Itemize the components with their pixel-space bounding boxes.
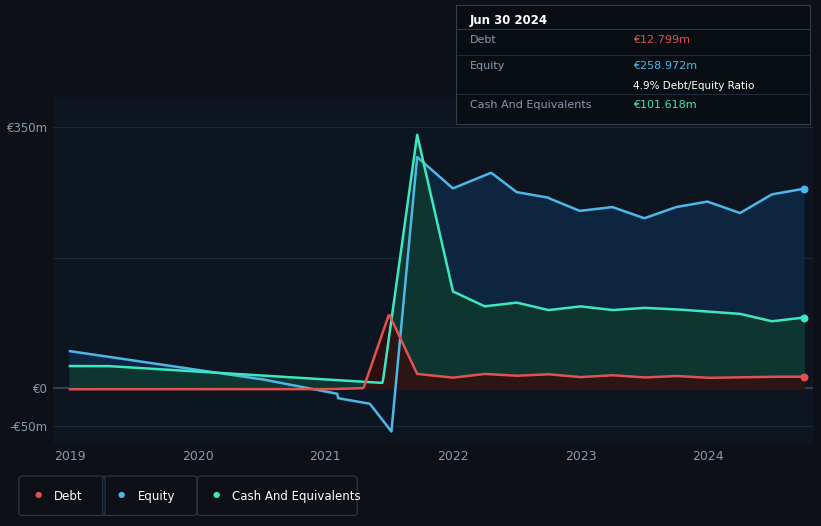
Text: Equity: Equity: [138, 490, 176, 502]
Text: ●: ●: [213, 490, 219, 500]
Text: €12.799m: €12.799m: [633, 35, 690, 45]
Text: Equity: Equity: [470, 61, 505, 71]
Point: [797, 372, 810, 381]
Text: €101.618m: €101.618m: [633, 100, 696, 110]
Text: Jun 30 2024: Jun 30 2024: [470, 14, 548, 26]
Point: [797, 185, 810, 193]
Text: 4.9% Debt/Equity Ratio: 4.9% Debt/Equity Ratio: [633, 81, 754, 91]
Text: Cash And Equivalents: Cash And Equivalents: [232, 490, 361, 502]
Text: ●: ●: [118, 490, 125, 500]
Text: Cash And Equivalents: Cash And Equivalents: [470, 100, 591, 110]
Text: Debt: Debt: [54, 490, 83, 502]
Text: €258.972m: €258.972m: [633, 61, 697, 71]
Text: Debt: Debt: [470, 35, 497, 45]
Text: ●: ●: [34, 490, 41, 500]
Point: [797, 313, 810, 322]
